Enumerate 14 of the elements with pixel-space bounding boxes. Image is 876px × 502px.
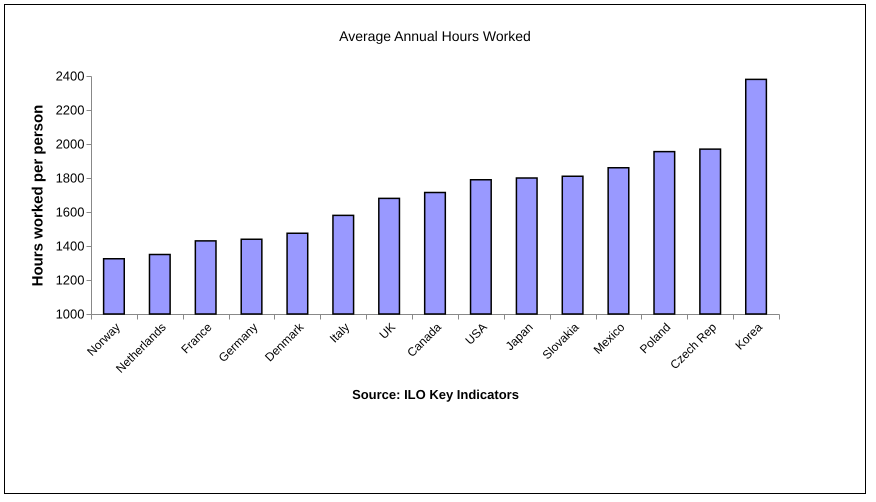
y-tick-label: 2200 <box>56 102 84 118</box>
y-tick-label: 1200 <box>56 272 84 288</box>
chart-title: Average Annual Hours Worked <box>339 28 531 44</box>
y-tick-label: 1000 <box>56 306 84 322</box>
x-tick-label: UK <box>376 320 398 342</box>
x-tick-label: Italy <box>326 320 352 346</box>
y-tick-label: 1800 <box>56 170 84 186</box>
y-axis-title: Hours worked per person <box>30 104 47 286</box>
y-tick-label: 2400 <box>56 68 84 84</box>
y-tick-label: 1600 <box>56 204 84 220</box>
x-tick-label: USA <box>462 320 490 348</box>
y-tick-label: 2000 <box>56 136 84 152</box>
y-tick-label: 1400 <box>56 238 84 254</box>
source-note: Source: ILO Key Indicators <box>352 387 519 402</box>
